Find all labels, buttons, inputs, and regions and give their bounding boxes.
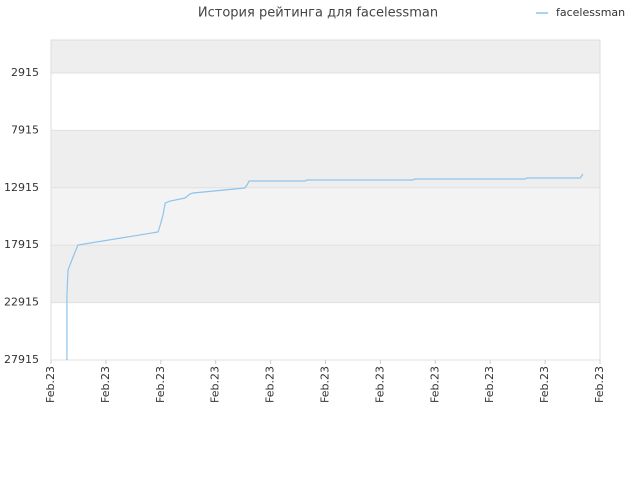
x-tick-label: Feb.23 (264, 366, 277, 403)
band (51, 40, 600, 74)
band (51, 130, 600, 188)
band (51, 302, 600, 360)
band (51, 73, 600, 131)
y-tick-label: 27915 (4, 353, 39, 366)
x-tick-label: Feb.23 (209, 366, 222, 403)
x-tick-label: Feb.23 (319, 366, 332, 403)
chart-title: История рейтинга для facelessman (198, 6, 438, 21)
x-tick-label: Feb.23 (428, 366, 441, 403)
legend-label: facelessman (556, 6, 625, 19)
x-tick-label: Feb.23 (373, 366, 386, 403)
x-tick-label: Feb.23 (538, 366, 551, 403)
band (51, 245, 600, 303)
band (51, 187, 600, 246)
line (66, 173, 584, 360)
x-tick-label: Feb.23 (483, 366, 496, 403)
x-tick-label: Feb.23 (99, 366, 112, 403)
y-tick-label: 7915 (11, 123, 39, 136)
y-tick-label: 12915 (4, 181, 39, 194)
y-tick-label: 2915 (11, 66, 39, 79)
y-tick-label: 17915 (4, 238, 39, 251)
x-tick-label: Feb.23 (44, 366, 57, 403)
x-tick-label: Feb.23 (593, 366, 606, 403)
x-tick-label: Feb.23 (154, 366, 167, 403)
y-tick-label: 22915 (4, 296, 39, 309)
